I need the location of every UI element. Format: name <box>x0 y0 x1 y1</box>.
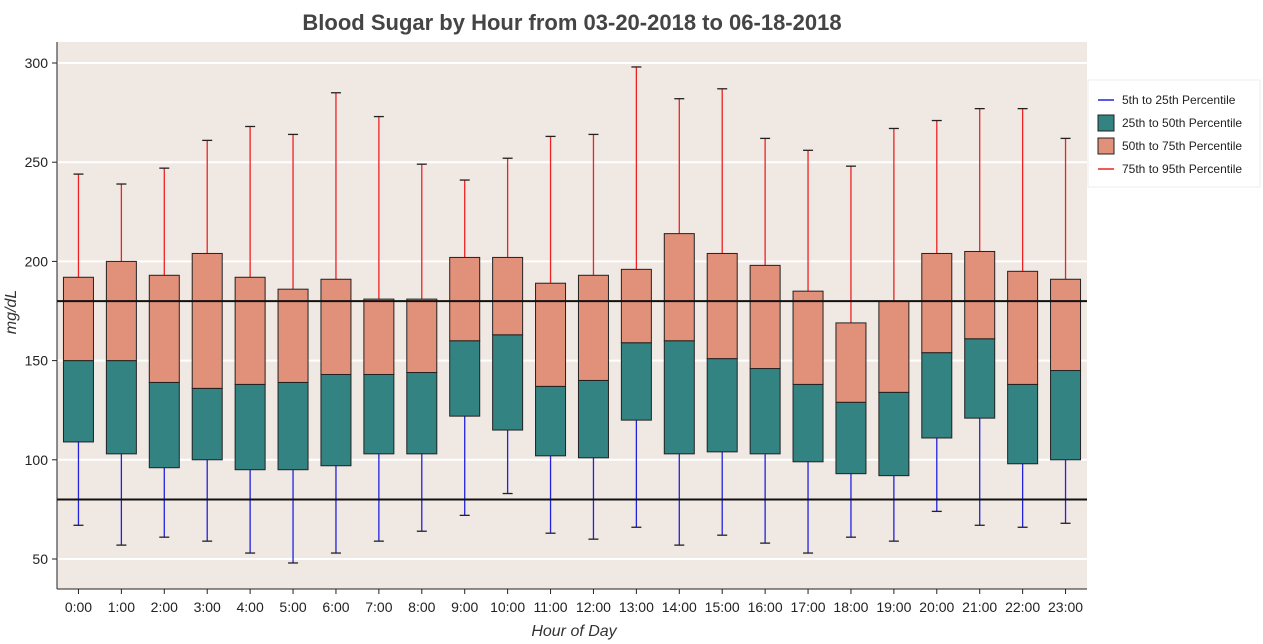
box-upper-17 <box>792 290 824 385</box>
box-upper-4 <box>234 276 266 385</box>
x-tick-label-10: 10:00 <box>490 599 525 615</box>
x-tick-label-23: 23:00 <box>1048 599 1083 615</box>
x-tick-label-17: 17:00 <box>791 599 826 615</box>
box-lower-20 <box>921 352 953 439</box>
box-upper-2 <box>148 274 180 383</box>
x-tick-label-6: 6:00 <box>322 599 349 615</box>
reference-lines <box>57 300 1087 501</box>
y-tick-label-200: 200 <box>25 253 49 269</box>
box-lower-2 <box>148 381 180 469</box>
box-upper-23 <box>1050 278 1082 372</box>
x-axis-label: Hour of Day <box>531 623 617 640</box>
x-tick-label-20: 20:00 <box>919 599 954 615</box>
box-upper-1 <box>105 260 137 362</box>
box-lower-6 <box>320 373 352 467</box>
x-tick-label-11: 11:00 <box>534 599 568 615</box>
chart-title: Blood Sugar by Hour from 03-20-2018 to 0… <box>302 10 841 35</box>
x-tick-label-4: 4:00 <box>237 599 264 615</box>
x-tick-label-21: 21:00 <box>962 599 997 615</box>
box-upper-21 <box>964 250 996 340</box>
grid-lines <box>57 62 1087 560</box>
x-tick-label-14: 14:00 <box>662 599 697 615</box>
box-lower-10 <box>492 334 524 431</box>
box-marks <box>62 66 1082 564</box>
box-upper-19 <box>878 300 910 393</box>
box-lower-23 <box>1050 370 1082 461</box>
box-upper-20 <box>921 252 953 354</box>
box-upper-8 <box>406 298 438 374</box>
box-lower-3 <box>191 387 223 461</box>
legend: 5th to 25th Percentile 25th to 50th Perce… <box>1087 79 1261 188</box>
box-upper-13 <box>620 268 652 344</box>
y-tick-label-50: 50 <box>32 551 48 567</box>
box-lower-5 <box>277 381 309 471</box>
box-lower-19 <box>878 391 910 477</box>
box-upper-14 <box>663 233 695 342</box>
x-tick-label-3: 3:00 <box>194 599 221 615</box>
box-lower-13 <box>620 342 652 421</box>
box-lower-11 <box>535 385 567 457</box>
legend-label-0: 5th to 25th Percentile <box>1122 93 1236 107</box>
plot-area <box>57 42 1087 589</box>
x-axis: 0:00 1:00 2:00 3:00 4:00 5:00 6:00 7:00 8:00 9:00… <box>65 589 1083 615</box>
x-tick-label-19: 19:00 <box>876 599 911 615</box>
box-upper-6 <box>320 278 352 375</box>
x-tick-label-8: 8:00 <box>408 599 435 615</box>
legend-label-1: 25th to 50th Percentile <box>1122 116 1242 130</box>
x-tick-label-13: 13:00 <box>619 599 654 615</box>
box-lower-17 <box>792 383 824 463</box>
box-upper-5 <box>277 288 309 383</box>
legend-box <box>1087 79 1261 188</box>
legend-label-2: 50th to 75th Percentile <box>1122 139 1242 153</box>
box-lower-8 <box>406 372 438 455</box>
box-upper-12 <box>577 274 609 381</box>
x-tick-label-22: 22:00 <box>1005 599 1040 615</box>
x-tick-label-12: 12:00 <box>576 599 611 615</box>
box-lower-14 <box>663 340 695 455</box>
y-axis-label: mg/dL <box>3 290 20 334</box>
box-upper-11 <box>535 282 567 387</box>
x-tick-label-16: 16:00 <box>748 599 783 615</box>
x-tick-label-5: 5:00 <box>279 599 306 615</box>
box-lower-16 <box>749 368 781 455</box>
box-lower-22 <box>1007 383 1039 465</box>
box-upper-10 <box>492 256 524 336</box>
box-lower-12 <box>577 379 609 459</box>
box-lower-15 <box>706 358 738 453</box>
box-lower-7 <box>363 373 395 455</box>
x-tick-label-18: 18:00 <box>833 599 868 615</box>
box-upper-9 <box>449 256 481 342</box>
x-tick-label-2: 2:00 <box>151 599 178 615</box>
box-upper-3 <box>191 252 223 389</box>
y-tick-label-100: 100 <box>25 452 49 468</box>
box-lower-0 <box>62 360 94 443</box>
box-upper-15 <box>706 252 738 360</box>
y-tick-label-150: 150 <box>25 353 49 369</box>
legend-label-3: 75th to 95th Percentile <box>1122 162 1242 176</box>
box-lower-9 <box>449 340 481 417</box>
box-lower-4 <box>234 383 266 471</box>
legend-swatch-1 <box>1097 114 1115 132</box>
box-upper-22 <box>1007 270 1039 385</box>
legend-swatch-2 <box>1097 137 1115 155</box>
box-lower-21 <box>964 338 996 419</box>
x-tick-label-9: 9:00 <box>451 599 478 615</box>
y-axis: 50 100 150 200 250 300 <box>25 55 57 567</box>
y-tick-label-250: 250 <box>25 154 49 170</box>
y-tick-label-300: 300 <box>25 55 49 71</box>
x-tick-label-1: 1:00 <box>108 599 135 615</box>
box-lower-18 <box>835 401 867 475</box>
box-lower-1 <box>105 360 137 455</box>
x-tick-label-0: 0:00 <box>65 599 92 615</box>
box-upper-16 <box>749 264 781 370</box>
box-upper-7 <box>363 298 395 375</box>
box-upper-0 <box>62 276 94 362</box>
box-upper-18 <box>835 322 867 403</box>
x-tick-label-15: 15:00 <box>705 599 740 615</box>
x-tick-label-7: 7:00 <box>365 599 392 615</box>
